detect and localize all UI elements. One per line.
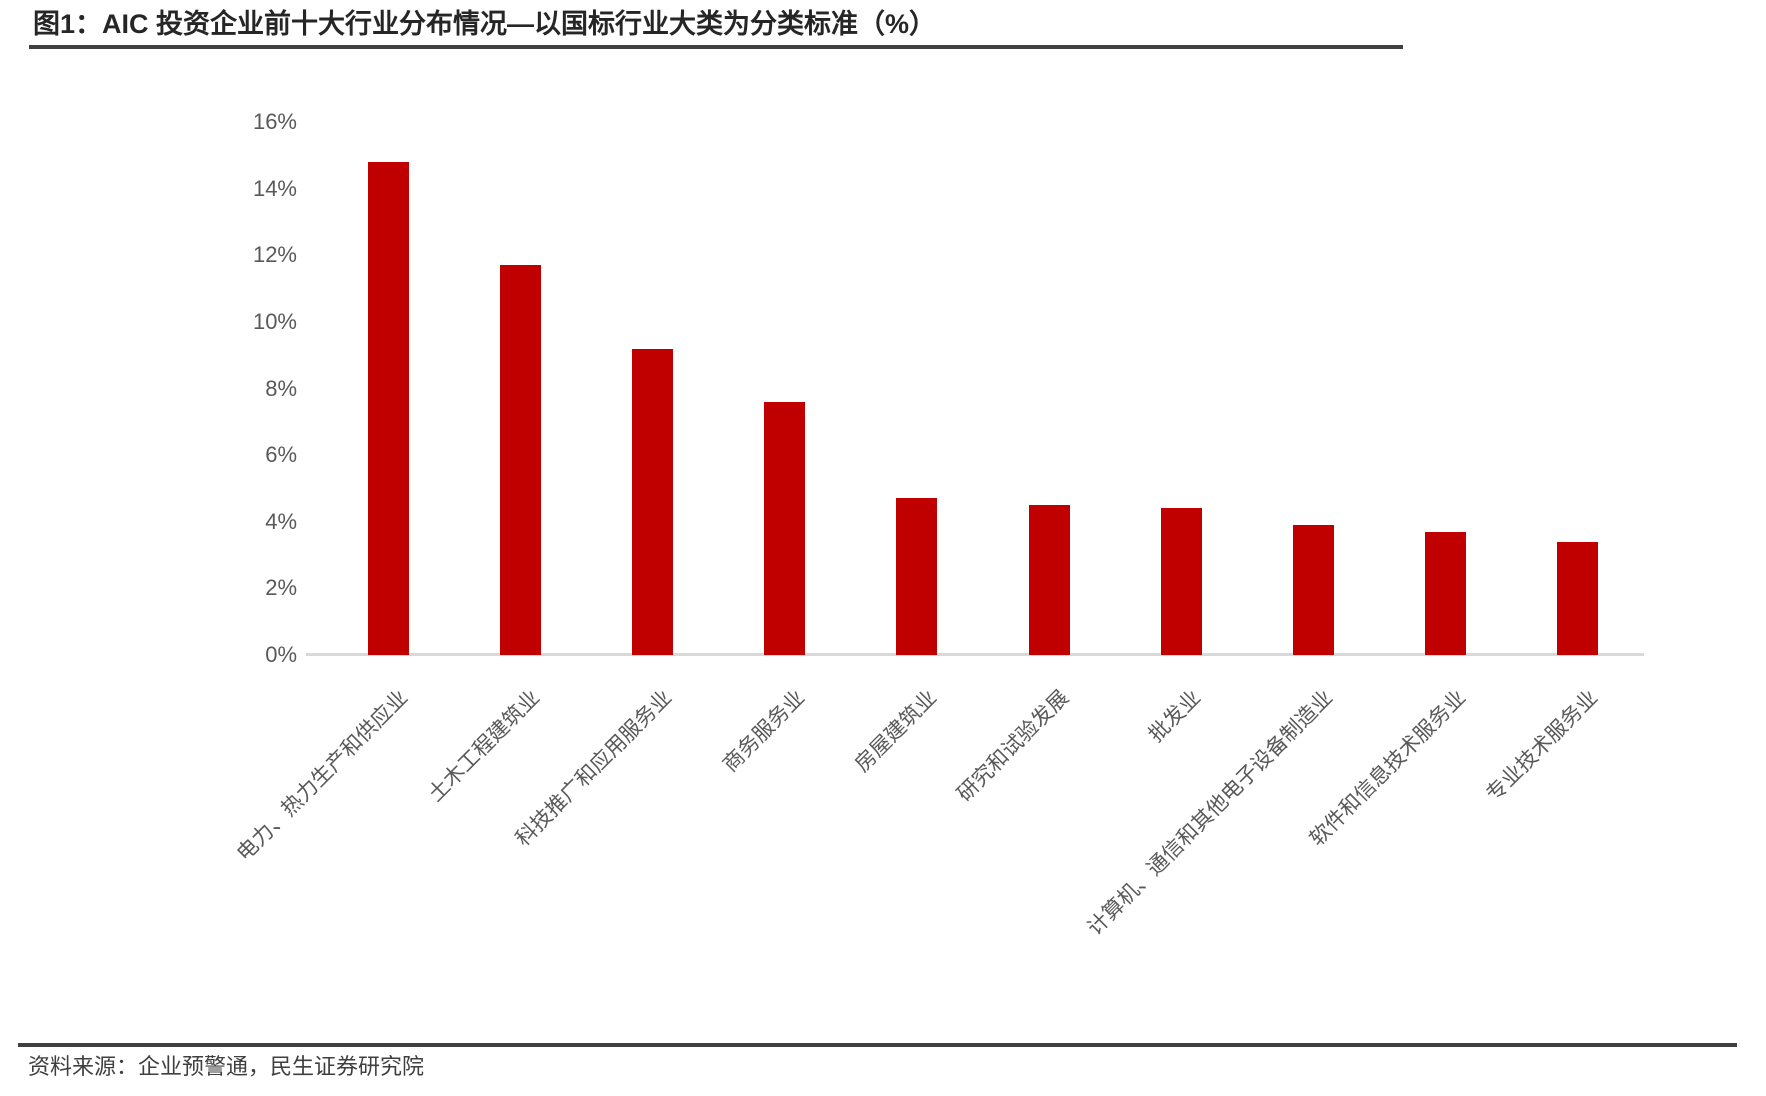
bar <box>1557 541 1599 655</box>
x-category-label: 批发业 <box>1144 686 1206 747</box>
y-tick-label: 14% <box>252 175 297 201</box>
x-category-label: 电力、热力生产和供应业 <box>232 686 413 866</box>
x-category-label: 计算机、通信和其他电子设备制造业 <box>1083 686 1338 940</box>
bar <box>1160 508 1202 655</box>
x-axis-line <box>306 653 1644 656</box>
y-tick-label: 10% <box>252 308 297 334</box>
bar <box>1028 505 1070 655</box>
bar <box>896 498 938 655</box>
footer-divider <box>18 1043 1737 1047</box>
y-tick-label: 12% <box>252 242 297 268</box>
bar <box>367 161 409 655</box>
figure-title: 图1：AIC 投资企业前十大行业分布情况—以国标行业大类为分类标准（%） <box>33 9 937 39</box>
bar <box>1292 525 1334 655</box>
y-tick-label: 2% <box>265 575 297 601</box>
bar <box>1425 531 1467 655</box>
y-tick-label: 6% <box>265 442 297 468</box>
bar <box>631 348 673 655</box>
x-category-label: 专业技术服务业 <box>1481 686 1603 807</box>
title-underline <box>29 45 1403 49</box>
x-category-label: 商务服务业 <box>718 686 809 777</box>
source-note: 资料来源：企业预警通，民生证券研究院 <box>28 1054 425 1079</box>
y-tick-label: 4% <box>265 508 297 534</box>
y-tick-label: 8% <box>265 375 297 401</box>
x-category-label: 研究和试验发展 <box>953 686 1074 807</box>
y-tick-label: 16% <box>252 109 297 134</box>
bar <box>499 265 541 655</box>
y-tick-label: 0% <box>265 642 297 667</box>
bar <box>764 401 806 655</box>
bar-chart: 0% 2% 4% 6% 8% 10% 12% 14% 16% 电力、热力生产和供应业 土木工程建筑业… <box>232 109 1644 940</box>
x-category-label: 土木工程建筑业 <box>424 686 545 807</box>
x-category-label: 房屋建筑业 <box>850 686 942 777</box>
